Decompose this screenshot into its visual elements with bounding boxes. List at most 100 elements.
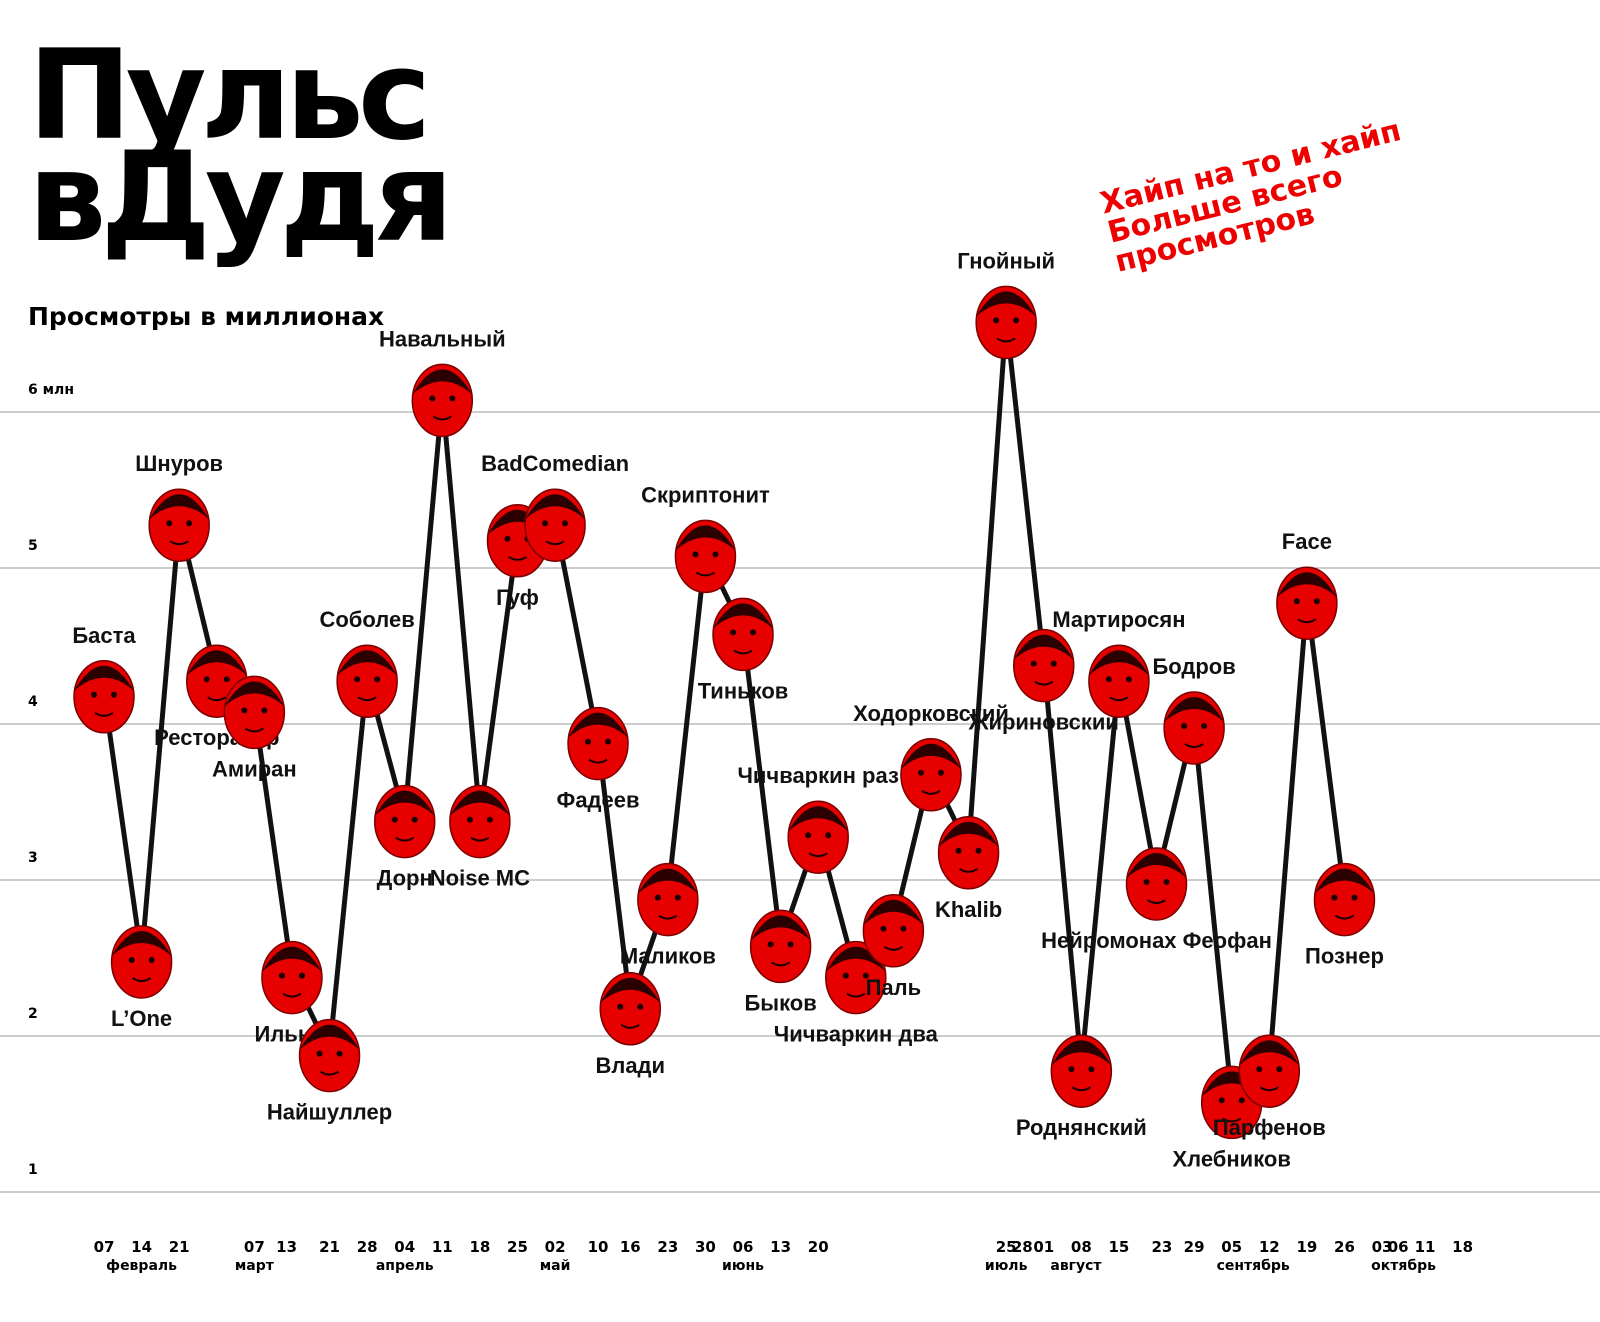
mouth xyxy=(357,696,377,702)
data-point: Баста xyxy=(72,623,136,734)
mouth xyxy=(1071,1086,1091,1092)
hair-shape xyxy=(1164,697,1225,722)
eye-right xyxy=(374,676,381,683)
y-tick-label: 5 xyxy=(28,538,38,554)
x-tick-label: 25 xyxy=(507,1238,528,1256)
mouth xyxy=(319,1070,340,1076)
mouth xyxy=(588,758,608,764)
x-tick-label: 28 xyxy=(357,1238,378,1256)
mouth xyxy=(959,867,979,873)
interview-points: БастаL’OneШнуровРестораторАмиранИльычНай… xyxy=(72,248,1384,1171)
eye-left xyxy=(917,769,924,776)
x-month-label: июль xyxy=(985,1258,1028,1274)
x-tick-label: 23 xyxy=(1151,1238,1172,1256)
eye-left xyxy=(1068,1066,1075,1073)
eye-left xyxy=(692,551,699,558)
data-point: Noise MC xyxy=(430,784,530,891)
eye-left xyxy=(466,816,473,823)
hair-shape xyxy=(1239,1040,1300,1066)
eye-right xyxy=(1125,676,1132,683)
views-series-line xyxy=(101,318,1347,1104)
hair-shape xyxy=(637,868,698,894)
data-point: Бодров xyxy=(1152,654,1236,765)
point-label: Чичваркин раз xyxy=(737,763,899,788)
point-label: Бодров xyxy=(1152,654,1235,679)
hair-shape xyxy=(600,977,661,1003)
mouth xyxy=(620,1023,640,1029)
point-label: Влади xyxy=(595,1053,665,1078)
eye-left xyxy=(1256,1066,1263,1073)
point-label: Маликов xyxy=(620,944,716,969)
eye-left xyxy=(617,1003,624,1010)
mouth xyxy=(94,711,114,717)
eye-left xyxy=(542,520,549,527)
mouth xyxy=(1184,743,1204,748)
mouth xyxy=(996,337,1016,343)
mouth xyxy=(1034,680,1054,686)
eye-left xyxy=(1143,879,1150,885)
hair-shape xyxy=(1126,853,1187,878)
eye-left xyxy=(391,816,398,823)
mouth xyxy=(921,789,941,795)
eye-left xyxy=(730,629,737,636)
hair-shape xyxy=(224,681,285,707)
data-point: Найшуллер xyxy=(267,1018,392,1125)
y-tick-label: 6 млн xyxy=(28,382,74,398)
data-point: Жириновский xyxy=(968,628,1119,735)
hair-shape xyxy=(976,291,1037,317)
eye-right xyxy=(223,676,230,683)
data-point: Шнуров xyxy=(135,451,223,562)
eye-right xyxy=(1201,723,1208,729)
eye-left xyxy=(1181,723,1188,729)
y-tick-label: 2 xyxy=(28,1006,38,1022)
x-tick-label: 08 xyxy=(1071,1238,1092,1256)
data-point: Мартиросян xyxy=(1052,607,1186,718)
point-label: L’One xyxy=(111,1006,172,1031)
mouth xyxy=(1334,914,1355,920)
mouth xyxy=(244,727,264,733)
hair-shape xyxy=(675,525,736,551)
hair-shape xyxy=(863,899,924,925)
x-tick-label: 23 xyxy=(657,1238,678,1256)
eye-right xyxy=(1276,1066,1283,1073)
point-label: Скриптонит xyxy=(641,482,770,507)
point-label: Чичваркин два xyxy=(774,1022,939,1047)
eye-left xyxy=(585,738,592,745)
hair-shape xyxy=(938,821,999,847)
point-label: BadComedian xyxy=(481,451,629,476)
eye-left xyxy=(316,1050,323,1057)
x-tick-label: 26 xyxy=(1334,1238,1355,1256)
data-point: BadComedian xyxy=(481,451,629,562)
eye-right xyxy=(1013,317,1020,324)
eye-left xyxy=(128,957,135,963)
point-label: Фадеев xyxy=(557,788,640,813)
x-tick-label: 13 xyxy=(276,1238,297,1256)
data-point: Тиньков xyxy=(698,597,788,703)
hair-shape xyxy=(261,946,322,972)
hair-shape xyxy=(900,743,961,769)
x-tick-label: 05 xyxy=(1221,1238,1242,1256)
data-point: Нейромонах Феофан xyxy=(1041,847,1272,953)
mouth xyxy=(1109,696,1129,702)
x-axis: 07 14 21 07 13 21 28 04 11 18 25 02 10 16 23 30 06 13 20 25… xyxy=(94,1238,1473,1274)
data-point: Маликов xyxy=(620,862,716,969)
eye-right xyxy=(1238,1097,1245,1104)
data-point: Амиран xyxy=(212,675,297,781)
eye-left xyxy=(1331,894,1338,901)
hair-shape xyxy=(713,603,774,629)
x-tick-label: 07 xyxy=(244,1238,265,1256)
eye-right xyxy=(449,395,456,402)
data-point: Face xyxy=(1276,529,1338,640)
x-tick-label: 06 xyxy=(1388,1238,1409,1256)
eye-left xyxy=(1105,676,1112,683)
hair-shape xyxy=(374,790,435,816)
x-tick-label: 11 xyxy=(1415,1238,1436,1256)
x-tick-label: 28 xyxy=(1012,1238,1033,1256)
x-tick-label: 21 xyxy=(319,1238,340,1256)
eye-left xyxy=(993,317,1000,324)
hair-shape xyxy=(337,650,398,676)
point-label: Ходорковский xyxy=(853,701,1009,726)
mouth xyxy=(733,649,753,655)
mouth xyxy=(883,945,903,951)
